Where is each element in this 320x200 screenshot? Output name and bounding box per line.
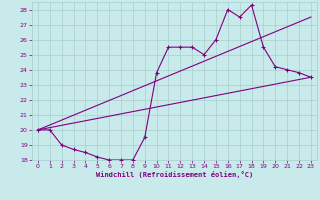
X-axis label: Windchill (Refroidissement éolien,°C): Windchill (Refroidissement éolien,°C) — [96, 171, 253, 178]
